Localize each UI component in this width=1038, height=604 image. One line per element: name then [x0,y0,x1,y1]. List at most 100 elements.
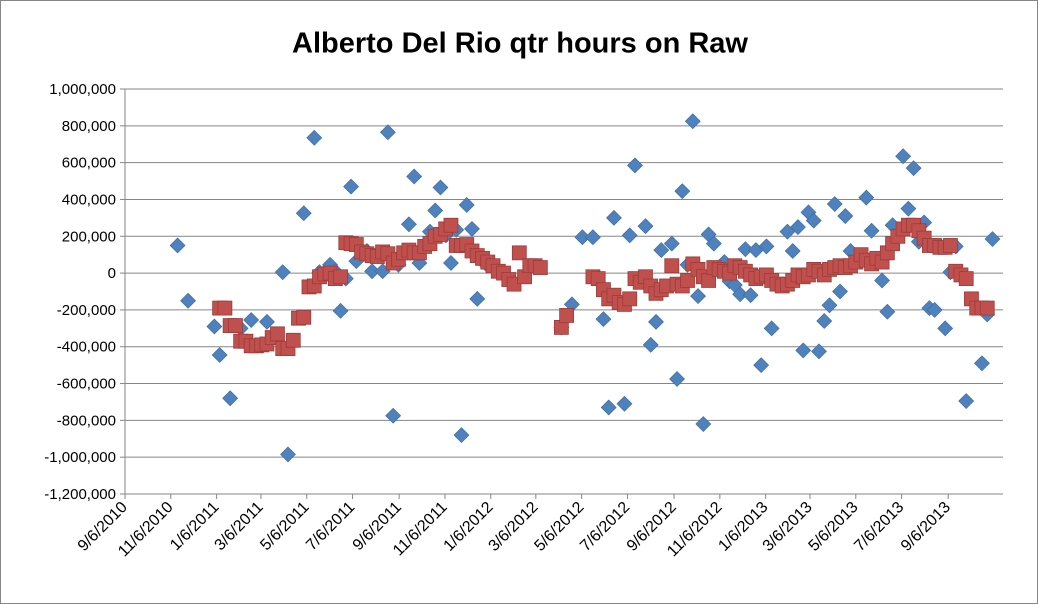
y-tick-label: 200,000 [62,228,116,245]
square-marker [622,291,638,307]
diamond-marker [364,263,381,280]
diamond-marker [663,235,680,252]
y-tick-label: -800,000 [57,412,116,429]
diamond-marker [453,427,470,444]
diamond-marker [169,237,186,254]
diamond-marker [695,416,712,432]
square-marker [979,300,995,316]
diamond-marker [863,222,880,239]
diamond-marker [669,371,685,387]
diamond-marker [674,183,691,200]
diamond-marker [621,227,638,244]
diamond-marker [926,301,943,318]
square-marker [559,308,575,323]
diamond-marker [737,241,754,258]
diamond-marker [958,393,975,409]
diamond-marker [332,302,349,319]
diamond-marker [974,355,990,372]
diamond-marker [222,390,239,407]
diamond-marker [400,216,417,233]
diamond-marker [432,179,449,196]
diamond-marker [606,209,622,226]
diamond-marker [574,229,591,246]
diamond-marker [753,357,770,374]
diamond-marker [690,288,706,305]
diamond-marker [821,297,838,314]
diamond-marker [732,286,749,303]
diamond-marker [584,229,601,246]
diamond-marker [280,446,296,463]
diamond-marker [795,342,812,359]
square-marker [664,258,680,274]
y-tick-label: -1,200,000 [44,486,116,503]
square-marker [532,260,548,275]
square-marker [443,217,459,233]
square-marker [333,269,348,285]
y-tick-label: 400,000 [62,191,116,208]
square-marker [228,318,243,333]
square-marker [511,245,527,261]
y-tick-label: -1,000,000 [44,449,116,466]
diamond-marker [790,219,806,235]
y-tick-label: 600,000 [62,155,116,172]
diamond-marker [837,208,854,224]
diamond-marker [469,290,486,307]
square-marker [270,326,285,342]
diamond-marker [274,264,291,281]
diamond-marker [784,243,801,259]
diamond-marker [406,168,423,185]
diamond-marker [874,272,891,289]
diamond-marker [259,313,275,330]
diamond-marker [826,196,843,212]
square-marker [680,273,695,288]
diamond-marker [805,212,822,229]
diamond-marker [684,113,701,130]
diamond-marker [742,287,759,304]
diamond-marker [900,200,917,217]
y-tick-label: 1,000,000 [49,81,116,98]
diamond-marker [816,313,833,329]
diamond-marker [648,313,664,330]
y-tick-label: -600,000 [57,376,116,393]
diamond-marker [464,220,480,237]
diamond-marker [595,311,612,328]
square-marker [943,238,958,253]
diamond-marker [642,336,659,353]
chart-title: Alberto Del Rio qtr hours on Raw [292,28,748,60]
diamond-marker [306,129,323,146]
y-tick-label: -400,000 [57,339,116,356]
diamond-marker [705,235,722,252]
diamond-marker [180,292,197,309]
diamond-marker [343,178,359,195]
square-marker [296,309,312,325]
diamond-marker [379,124,396,141]
diamond-marker [879,303,896,320]
square-marker [217,300,233,316]
diamond-marker [600,399,617,416]
diamond-marker [206,318,223,335]
diamond-marker [458,197,475,213]
y-tick-label: -200,000 [57,302,116,319]
diamond-marker [895,148,912,165]
diamond-marker [653,242,670,259]
diamond-marker [427,202,444,219]
diamond-marker [211,347,228,363]
diamond-marker [243,312,260,328]
square-marker [285,332,301,348]
y-tick-label: 0 [108,265,116,282]
diamond-marker [758,238,775,255]
diamond-marker [627,157,643,174]
diamond-marker [984,231,1001,247]
diamond-marker [811,343,827,360]
diamond-marker [616,395,633,412]
diamond-marker [858,189,875,206]
diamond-marker [832,283,848,300]
diamond-marker [637,218,654,235]
diamond-marker [443,255,459,271]
diamond-marker [763,320,780,337]
diamond-marker [905,160,922,177]
y-tick-label: 800,000 [62,118,116,135]
diamond-marker [295,205,312,222]
square-marker [958,271,974,287]
